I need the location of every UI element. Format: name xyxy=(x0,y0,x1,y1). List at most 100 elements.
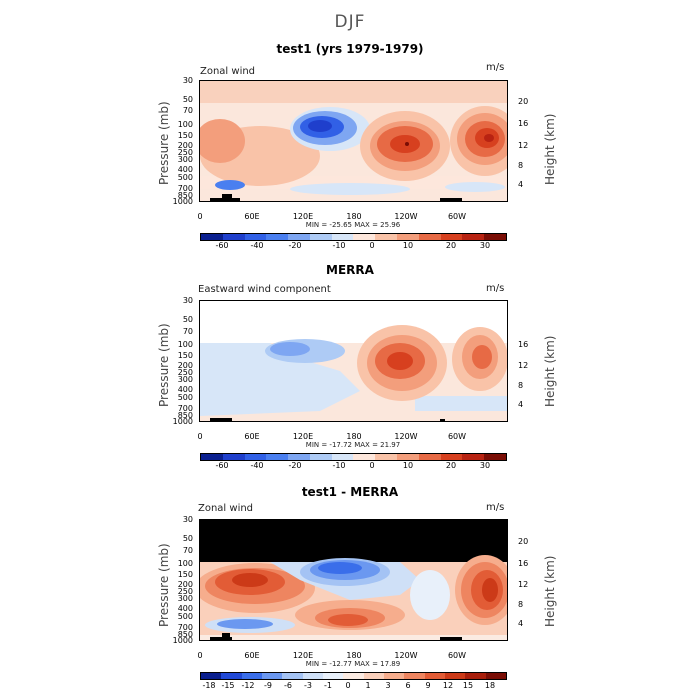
heatmap-svg xyxy=(200,301,507,421)
colorbar-label: -40 xyxy=(250,241,264,250)
x-tick: 0 xyxy=(197,432,203,441)
min-max-label: MIN = -17.72 MAX = 21.97 xyxy=(305,441,401,449)
colorbar-label: 0 xyxy=(369,461,375,470)
pressure-tick: 500 xyxy=(177,612,193,621)
colorbar-swatch xyxy=(288,454,310,460)
colorbar-swatch xyxy=(322,673,344,679)
colorbar-swatch xyxy=(484,234,506,240)
pressure-tick: 50 xyxy=(182,315,193,324)
colorbar-label: -10 xyxy=(332,461,346,470)
colorbar-swatch xyxy=(261,673,283,679)
height-tick: 8 xyxy=(518,600,524,609)
height-tick: 4 xyxy=(518,180,524,189)
x-tick: 120E xyxy=(292,651,314,660)
y2-axis-title: Height (km) xyxy=(543,113,557,185)
colorbar-label: 20 xyxy=(445,461,457,470)
colorbar xyxy=(200,453,507,461)
height-tick: 20 xyxy=(518,537,529,546)
x-tick: 120W xyxy=(394,212,418,221)
pressure-tick: 150 xyxy=(177,131,193,140)
pressure-tick: 1000 xyxy=(172,197,193,206)
colorbar-swatch xyxy=(201,234,223,240)
height-tick: 16 xyxy=(518,340,529,349)
colorbar xyxy=(200,233,507,241)
colorbar-label: 0 xyxy=(369,241,375,250)
pressure-tick: 30 xyxy=(182,76,193,85)
figure-title: DJF xyxy=(334,12,366,32)
colorbar-swatch xyxy=(282,673,303,679)
colorbar-label: -20 xyxy=(288,241,302,250)
heatmap-plot xyxy=(199,80,508,202)
heatmap-plot xyxy=(199,519,508,641)
colorbar-label: 30 xyxy=(479,461,491,470)
pressure-tick: 300 xyxy=(177,375,193,384)
pressure-tick: 850 xyxy=(177,411,193,420)
pressure-tick: 300 xyxy=(177,594,193,603)
colorbar-swatch xyxy=(201,673,222,679)
colorbar-swatch xyxy=(363,673,384,679)
colorbar-label: -9 xyxy=(264,681,272,690)
colorbar-swatch xyxy=(221,673,242,679)
colorbar-swatch xyxy=(331,454,354,460)
x-tick: 120E xyxy=(292,432,314,441)
field-label: Zonal wind xyxy=(198,503,254,514)
colorbar-swatch xyxy=(266,454,289,460)
x-tick: 180 xyxy=(346,212,362,221)
panel-title: test1 - MERRA xyxy=(301,485,399,499)
colorbar-swatch xyxy=(353,454,376,460)
colorbar-swatch xyxy=(266,234,289,240)
colorbar-swatch xyxy=(440,234,463,240)
colorbar-label: -18 xyxy=(202,681,216,690)
colorbar-label: -12 xyxy=(241,681,255,690)
units-label: m/s xyxy=(486,62,505,73)
colorbar-label: -60 xyxy=(215,461,229,470)
pressure-tick: 850 xyxy=(177,191,193,200)
height-tick: 8 xyxy=(518,381,524,390)
heatmap-plot xyxy=(199,300,508,422)
x-tick: 120W xyxy=(394,651,418,660)
x-tick: 60E xyxy=(244,212,260,221)
pressure-tick: 150 xyxy=(177,570,193,579)
pressure-tick: 1000 xyxy=(172,417,193,426)
colorbar-swatch xyxy=(444,673,466,679)
colorbar xyxy=(200,672,507,680)
colorbar-swatch xyxy=(462,454,485,460)
pressure-tick: 30 xyxy=(182,296,193,305)
pressure-tick: 50 xyxy=(182,95,193,104)
colorbar-swatch xyxy=(465,673,486,679)
colorbar-swatch xyxy=(302,673,323,679)
colorbar-swatch xyxy=(462,234,485,240)
height-tick: 4 xyxy=(518,619,524,628)
colorbar-swatch xyxy=(244,234,267,240)
pressure-tick: 100 xyxy=(177,559,193,568)
height-tick: 16 xyxy=(518,119,529,128)
height-tick: 12 xyxy=(518,361,529,370)
colorbar-label: 12 xyxy=(442,681,454,690)
pressure-tick: 700 xyxy=(177,404,193,413)
height-tick: 12 xyxy=(518,141,529,150)
colorbar-swatch xyxy=(309,454,332,460)
colorbar-swatch xyxy=(222,454,245,460)
colorbar-swatch xyxy=(241,673,262,679)
colorbar-label: 6 xyxy=(405,681,411,690)
pressure-tick: 850 xyxy=(177,630,193,639)
colorbar-swatch xyxy=(375,454,398,460)
pressure-tick: 70 xyxy=(182,327,193,336)
colorbar-swatch xyxy=(418,234,441,240)
pressure-tick: 1000 xyxy=(172,636,193,645)
x-tick: 180 xyxy=(346,651,362,660)
height-tick: 8 xyxy=(518,161,524,170)
heatmap-svg xyxy=(200,81,507,201)
colorbar-label: 1 xyxy=(365,681,371,690)
field-label: Eastward wind component xyxy=(198,284,331,295)
colorbar-label: -3 xyxy=(304,681,312,690)
min-max-label: MIN = -12.77 MAX = 17.89 xyxy=(305,660,401,668)
x-tick: 60W xyxy=(447,212,467,221)
height-tick: 20 xyxy=(518,97,529,106)
pressure-tick: 250 xyxy=(177,587,193,596)
colorbar-swatch xyxy=(485,673,506,679)
pressure-tick: 300 xyxy=(177,155,193,164)
pressure-tick: 70 xyxy=(182,546,193,555)
colorbar-swatch xyxy=(424,673,445,679)
colorbar-label: -10 xyxy=(332,241,346,250)
